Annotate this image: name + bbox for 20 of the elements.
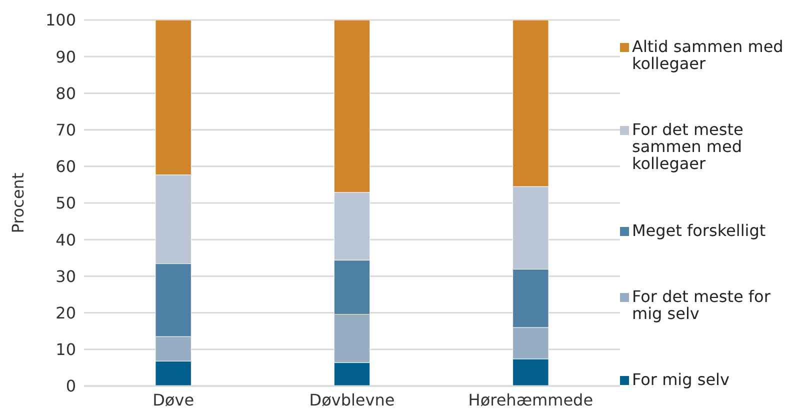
legend-label: Meget forskelligt [632, 220, 766, 240]
y-tick-label: 0 [66, 376, 76, 396]
legend-label: Altid sammen med kollegaer [632, 37, 784, 73]
y-axis-title: Procent [8, 172, 28, 234]
x-tick-label: Døve [152, 390, 194, 410]
x-tick-label: Døvblevne [309, 390, 395, 410]
legend-label: For det meste sammen med kollegaer [632, 120, 744, 174]
y-tick-label: 50 [56, 194, 76, 213]
y-tick-label: 80 [56, 84, 76, 103]
y-tick-label: 60 [56, 157, 76, 176]
y-tick-label: 40 [56, 230, 76, 250]
legend-label: For mig selv [632, 370, 730, 389]
y-tick-label: 100 [45, 10, 76, 30]
legend-label: For det meste for mig selv [632, 286, 772, 323]
y-tick-label: 20 [56, 303, 76, 322]
y-tick-label: 30 [56, 266, 76, 286]
y-tick-label: 10 [56, 340, 76, 360]
y-tick-label: 70 [56, 120, 76, 140]
x-tick-label: Hørehæmmede [468, 390, 594, 410]
y-tick-label: 90 [56, 47, 76, 66]
